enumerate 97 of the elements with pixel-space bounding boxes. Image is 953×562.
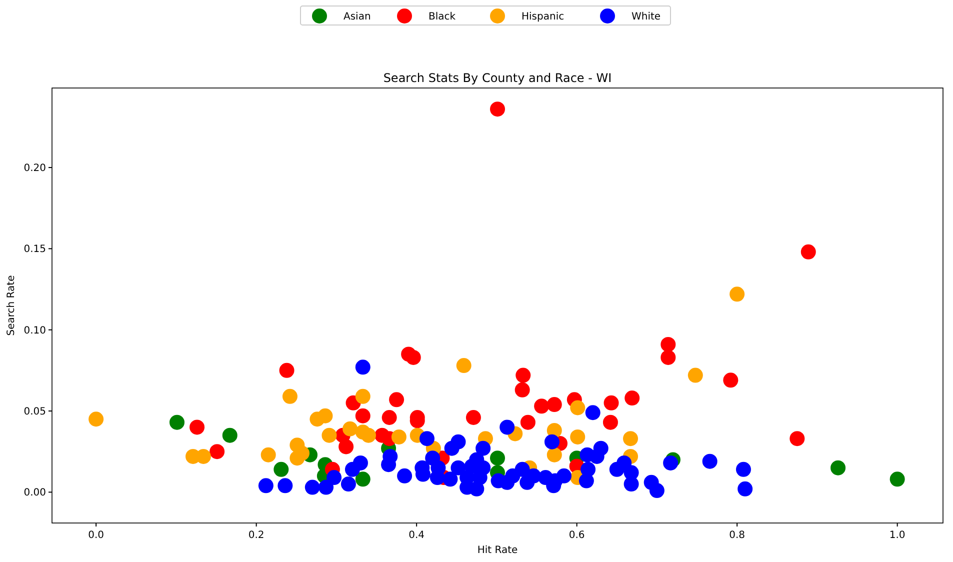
- point: [544, 434, 560, 450]
- legend-label: Hispanic: [522, 12, 564, 22]
- point: [406, 350, 421, 365]
- point: [304, 480, 320, 495]
- y-tick-label: 0.20: [24, 163, 46, 174]
- point: [355, 472, 370, 487]
- point: [476, 440, 491, 456]
- point: [556, 468, 572, 484]
- point: [355, 360, 370, 375]
- point: [546, 397, 562, 412]
- point: [660, 336, 676, 352]
- point: [360, 428, 376, 443]
- y-tick-label: 0.15: [24, 244, 46, 256]
- x-tick-label: 0.6: [568, 530, 585, 541]
- point: [397, 468, 412, 484]
- point: [723, 372, 738, 388]
- point: [830, 460, 846, 476]
- x-tick-label: 0.4: [408, 530, 425, 541]
- x-tick-label: 0.8: [729, 530, 746, 541]
- legend-label: Black: [428, 12, 456, 22]
- point: [342, 421, 358, 436]
- point: [514, 462, 530, 477]
- y-tick-label: 0.10: [24, 325, 46, 336]
- point: [382, 410, 397, 425]
- point: [190, 420, 205, 435]
- point: [516, 368, 531, 383]
- point: [800, 244, 816, 260]
- point: [430, 470, 445, 486]
- point: [604, 395, 619, 410]
- point: [534, 398, 550, 414]
- point: [790, 431, 805, 446]
- point: [490, 102, 505, 117]
- point: [274, 462, 289, 477]
- point: [279, 362, 294, 378]
- point: [623, 431, 638, 446]
- point: [290, 450, 305, 466]
- point: [450, 460, 466, 476]
- point: [738, 481, 753, 496]
- point: [526, 468, 542, 484]
- point: [490, 450, 505, 466]
- x-tick-label: 0.2: [248, 530, 264, 541]
- point: [326, 470, 342, 486]
- point: [624, 476, 639, 492]
- chart-title: Search Stats By County and Race - WI: [383, 71, 612, 85]
- point: [570, 400, 586, 416]
- point: [736, 462, 751, 477]
- point: [278, 478, 293, 494]
- point: [660, 350, 676, 365]
- point: [466, 410, 481, 425]
- point: [338, 439, 354, 454]
- point: [88, 412, 104, 427]
- point: [472, 470, 488, 486]
- point: [340, 476, 356, 492]
- point: [355, 408, 370, 424]
- point: [890, 472, 905, 487]
- point: [258, 478, 274, 494]
- point: [624, 390, 640, 406]
- y-tick-label: 0.00: [24, 488, 46, 499]
- point: [322, 428, 337, 443]
- point: [344, 462, 360, 477]
- point: [649, 483, 664, 498]
- point: [419, 431, 434, 446]
- point: [589, 448, 604, 464]
- point: [702, 454, 718, 469]
- point: [500, 420, 515, 435]
- x-tick-label: 1.0: [889, 530, 906, 541]
- point: [663, 455, 678, 470]
- point: [169, 414, 184, 430]
- y-axis-title: Search Rate: [6, 275, 17, 336]
- point: [688, 368, 703, 383]
- point: [444, 440, 460, 456]
- point: [318, 480, 334, 495]
- point: [456, 358, 472, 374]
- point: [585, 405, 600, 420]
- point: [570, 429, 586, 444]
- point: [222, 428, 238, 443]
- point: [355, 388, 370, 404]
- point: [391, 429, 406, 444]
- point: [260, 447, 276, 462]
- point: [520, 414, 536, 430]
- x-axis-title: Hit Rate: [477, 545, 518, 556]
- point: [282, 388, 298, 404]
- point: [730, 286, 745, 302]
- point: [210, 444, 225, 460]
- point: [514, 382, 530, 398]
- point: [318, 408, 333, 424]
- point: [442, 472, 458, 487]
- x-tick-label: 0.0: [88, 530, 104, 541]
- point: [381, 457, 396, 472]
- point: [602, 414, 618, 430]
- legend-label: Asian: [344, 12, 371, 22]
- point: [389, 392, 404, 408]
- point: [578, 473, 594, 488]
- point: [546, 447, 562, 462]
- y-tick-label: 0.05: [24, 406, 46, 418]
- legend-label: White: [632, 12, 661, 22]
- point: [616, 455, 632, 470]
